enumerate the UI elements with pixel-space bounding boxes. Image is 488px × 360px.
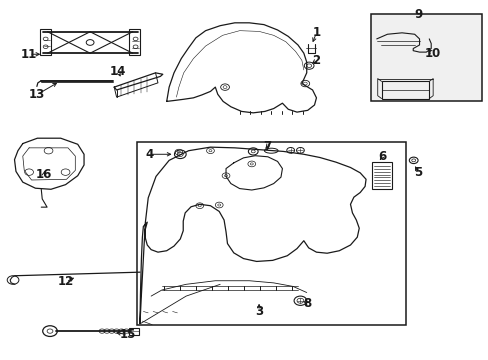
Text: 4: 4 <box>145 148 154 161</box>
Text: 9: 9 <box>414 9 422 22</box>
Text: 16: 16 <box>36 168 52 181</box>
Bar <box>381 81 428 99</box>
Text: 7: 7 <box>263 140 271 153</box>
Text: 8: 8 <box>303 297 311 310</box>
Text: 6: 6 <box>377 150 386 163</box>
Text: 10: 10 <box>424 47 440 60</box>
Text: 11: 11 <box>21 48 37 61</box>
Bar <box>129 29 140 55</box>
Text: 13: 13 <box>28 89 44 102</box>
Text: 15: 15 <box>120 328 136 341</box>
Text: 2: 2 <box>312 54 320 67</box>
Bar <box>370 14 481 102</box>
Bar <box>371 162 391 189</box>
Bar <box>128 328 138 335</box>
Text: 14: 14 <box>110 65 126 78</box>
Bar <box>136 143 406 325</box>
Text: 12: 12 <box>58 275 74 288</box>
Text: 1: 1 <box>312 26 320 39</box>
Text: 3: 3 <box>255 305 263 318</box>
Text: 5: 5 <box>414 166 422 179</box>
Bar <box>40 29 51 55</box>
